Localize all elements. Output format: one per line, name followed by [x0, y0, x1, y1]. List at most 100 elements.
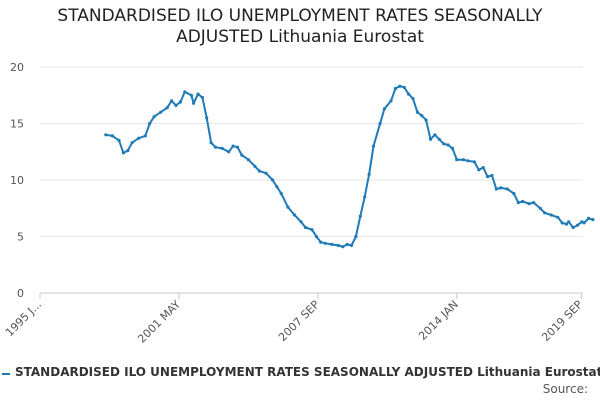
data-point[interactable] [411, 97, 415, 101]
data-point[interactable] [367, 172, 371, 176]
data-point[interactable] [349, 243, 354, 248]
data-point[interactable] [148, 121, 152, 126]
data-point[interactable] [330, 242, 334, 246]
data-point[interactable] [378, 121, 382, 126]
data-point[interactable] [178, 100, 182, 104]
data-point[interactable] [415, 110, 419, 114]
data-point[interactable] [549, 213, 553, 217]
data-point[interactable] [527, 202, 531, 206]
data-point[interactable] [461, 158, 465, 162]
data-point[interactable] [521, 199, 525, 204]
data-point[interactable] [196, 92, 200, 96]
data-point[interactable] [299, 220, 303, 224]
data-point[interactable] [110, 134, 114, 138]
data-point[interactable] [564, 222, 569, 226]
data-point[interactable] [402, 85, 406, 89]
data-point[interactable] [543, 211, 547, 215]
data-point[interactable] [532, 201, 536, 205]
data-point[interactable] [371, 144, 376, 148]
data-point[interactable] [512, 192, 516, 196]
data-point[interactable] [209, 141, 213, 145]
data-point[interactable] [424, 118, 428, 122]
data-point[interactable] [450, 146, 455, 150]
data-point[interactable] [382, 107, 386, 111]
data-point[interactable] [442, 142, 446, 146]
data-point[interactable] [279, 192, 283, 196]
data-point[interactable] [389, 99, 393, 103]
data-point[interactable] [505, 187, 509, 191]
data-point[interactable] [275, 185, 279, 189]
data-point[interactable] [556, 215, 560, 219]
data-point[interactable] [481, 166, 485, 170]
data-point[interactable] [314, 234, 318, 239]
data-point[interactable] [240, 153, 244, 157]
data-point[interactable] [398, 84, 402, 88]
data-point[interactable] [253, 164, 257, 168]
data-point[interactable] [567, 220, 571, 224]
data-point[interactable] [393, 86, 397, 91]
data-point[interactable] [477, 168, 481, 172]
data-point[interactable] [200, 95, 204, 100]
data-point[interactable] [303, 225, 308, 230]
data-point[interactable] [516, 201, 520, 205]
data-point[interactable] [358, 214, 362, 218]
data-point[interactable] [104, 133, 108, 137]
data-point[interactable] [455, 158, 459, 162]
data-point[interactable] [130, 141, 134, 145]
data-point[interactable] [152, 115, 156, 119]
data-point[interactable] [571, 225, 575, 230]
data-point[interactable] [126, 149, 130, 153]
data-point[interactable] [437, 137, 441, 141]
data-point[interactable] [428, 137, 433, 141]
data-point[interactable] [137, 136, 141, 140]
data-point[interactable] [121, 151, 125, 155]
data-point[interactable] [165, 106, 169, 110]
data-point[interactable] [235, 145, 240, 149]
data-point[interactable] [192, 101, 196, 105]
data-point[interactable] [499, 186, 503, 190]
data-point[interactable] [231, 144, 235, 148]
data-point[interactable] [575, 223, 580, 227]
data-point[interactable] [310, 228, 314, 232]
legend[interactable]: STANDARDISED ILO UNEMPLOYMENT RATES SEAS… [0, 365, 600, 383]
data-point[interactable] [286, 205, 290, 209]
series-line[interactable] [104, 85, 594, 248]
data-point[interactable] [205, 116, 209, 120]
data-point[interactable] [246, 158, 250, 162]
data-point[interactable] [345, 242, 349, 246]
data-point[interactable] [264, 171, 268, 175]
data-point[interactable] [257, 169, 261, 173]
data-point[interactable] [159, 110, 163, 114]
data-point[interactable] [582, 221, 586, 225]
data-point[interactable] [292, 213, 297, 217]
data-point[interactable] [466, 159, 470, 163]
data-point[interactable] [227, 150, 231, 154]
data-point[interactable] [433, 133, 437, 137]
data-point[interactable] [354, 234, 358, 239]
data-point[interactable] [591, 218, 595, 222]
data-point[interactable] [490, 173, 494, 178]
data-point[interactable] [586, 216, 591, 220]
data-point[interactable] [472, 160, 476, 164]
data-point[interactable] [183, 90, 187, 94]
data-point[interactable] [189, 93, 193, 97]
data-point[interactable] [319, 240, 323, 244]
data-point[interactable] [494, 187, 498, 191]
data-point[interactable] [323, 241, 327, 245]
data-point[interactable] [271, 178, 275, 182]
data-point[interactable] [363, 195, 367, 199]
data-point[interactable] [213, 145, 218, 149]
data-point[interactable] [341, 245, 345, 249]
data-point[interactable] [446, 143, 450, 147]
data-point[interactable] [220, 146, 224, 150]
data-point[interactable] [336, 243, 340, 248]
data-point[interactable] [486, 175, 490, 179]
data-point[interactable] [117, 138, 121, 142]
data-point[interactable] [170, 99, 174, 103]
data-point[interactable] [143, 134, 147, 138]
data-point[interactable] [560, 221, 564, 225]
data-point[interactable] [538, 206, 542, 210]
data-point[interactable] [420, 114, 424, 118]
data-point[interactable] [407, 92, 411, 96]
data-point[interactable] [174, 103, 178, 107]
